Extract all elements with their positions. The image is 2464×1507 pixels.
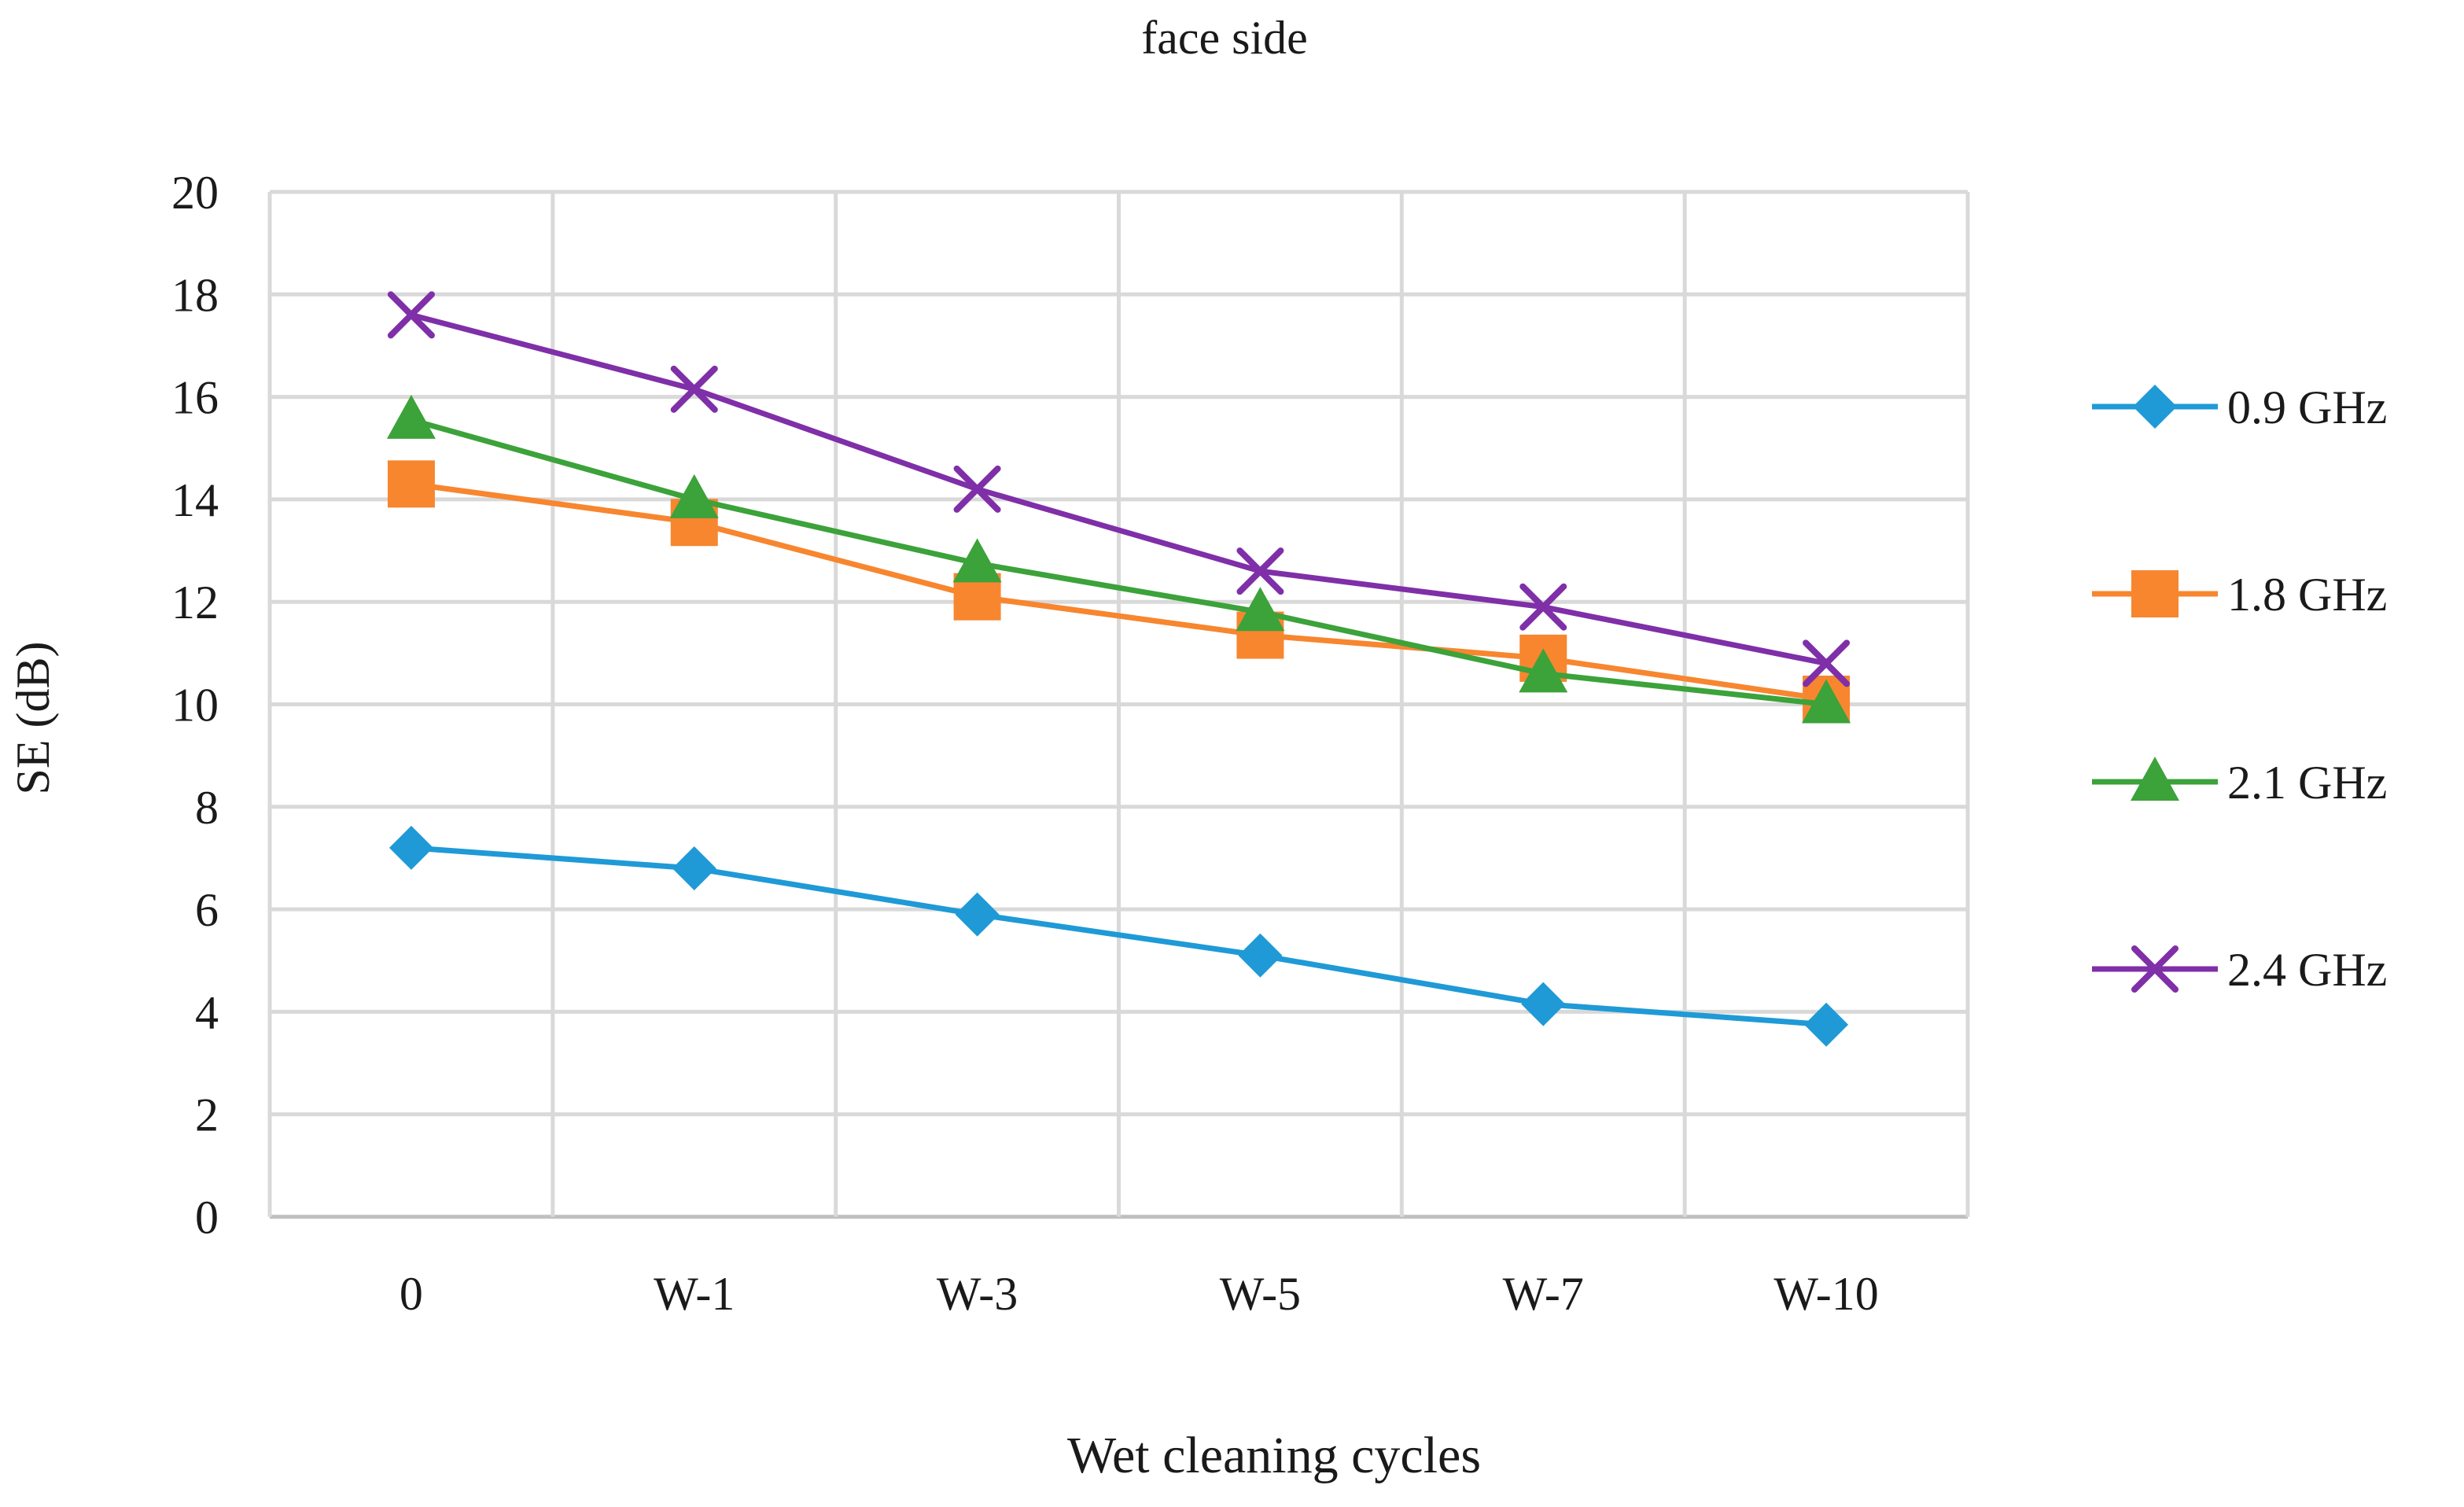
- y-tick-label: 0: [195, 1192, 219, 1244]
- legend-label: 2.4 GHz: [2227, 944, 2387, 996]
- data-point: [953, 465, 1001, 513]
- data-point: [387, 460, 435, 508]
- x-axis-label: Wet cleaning cycles: [1067, 1427, 1481, 1484]
- legend-marker: [2131, 757, 2179, 801]
- series-2-4-ghz: [387, 291, 1851, 687]
- series-layer: [386, 291, 1851, 1047]
- y-tick-label: 6: [195, 884, 219, 936]
- x-tick-labels: 0 W-1 W-3 W-5 W-7 W-10: [400, 1268, 1879, 1320]
- x-tick-label: W-1: [654, 1268, 735, 1320]
- y-tick-label: 18: [171, 269, 219, 321]
- x-tick-label: 0: [400, 1268, 423, 1320]
- series-2-1-ghz: [386, 394, 1851, 724]
- y-tick-label: 14: [171, 474, 219, 526]
- y-tick-label: 4: [195, 986, 219, 1038]
- data-point: [386, 394, 436, 439]
- y-tick-label: 16: [171, 372, 219, 424]
- data-point: [670, 365, 718, 413]
- data-point: [1802, 679, 1851, 724]
- legend-label: 1.8 GHz: [2227, 569, 2387, 621]
- series-line: [411, 845, 1827, 1028]
- chart-title: face side: [1141, 12, 1308, 64]
- x-tick-label: W-5: [1220, 1268, 1301, 1320]
- legend-item: 1.8 GHz: [2092, 569, 2387, 621]
- data-point: [1804, 1002, 1849, 1047]
- legend-item: 2.1 GHz: [2092, 757, 2387, 809]
- legend-label: 0.9 GHz: [2227, 381, 2387, 433]
- legend-marker: [2131, 570, 2179, 617]
- y-axis-label: SE (dB): [7, 642, 59, 795]
- x-tick-label: W-10: [1773, 1268, 1878, 1320]
- data-point: [387, 291, 435, 339]
- y-tick-label: 8: [195, 782, 219, 834]
- y-tick-label: 12: [171, 577, 219, 628]
- grid: [267, 190, 1970, 1219]
- data-point: [1238, 933, 1283, 978]
- series-line: [410, 417, 1827, 707]
- data-point: [1521, 982, 1566, 1026]
- data-point: [1519, 648, 1568, 693]
- series-line: [411, 311, 1827, 666]
- data-point: [1236, 587, 1285, 632]
- legend: 0.9 GHz 1.8 GHz 2.1 GHz 2.4 GHz: [2092, 381, 2387, 996]
- series-line: [411, 481, 1827, 702]
- data-point: [389, 825, 433, 870]
- series-0-9-ghz: [389, 825, 1849, 1047]
- x-tick-label: W-7: [1503, 1268, 1584, 1320]
- data-point: [1519, 583, 1567, 631]
- legend-marker: [2133, 385, 2177, 429]
- legend-label: 2.1 GHz: [2227, 757, 2387, 809]
- legend-marker: [2131, 945, 2179, 993]
- legend-item: 0.9 GHz: [2092, 381, 2387, 433]
- data-point: [1803, 639, 1851, 687]
- y-tick-label: 2: [195, 1089, 219, 1141]
- data-point: [672, 846, 716, 890]
- y-tick-label: 10: [171, 680, 219, 731]
- y-tick-labels: 0 2 4 6 8 10 12 14 16 18 20: [171, 167, 219, 1244]
- data-point: [669, 473, 719, 518]
- data-point: [1236, 547, 1284, 595]
- x-tick-label: W-3: [937, 1268, 1018, 1320]
- y-tick-label: 20: [171, 167, 219, 219]
- data-point: [952, 538, 1002, 583]
- data-point: [955, 892, 1000, 937]
- legend-item: 2.4 GHz: [2092, 944, 2387, 996]
